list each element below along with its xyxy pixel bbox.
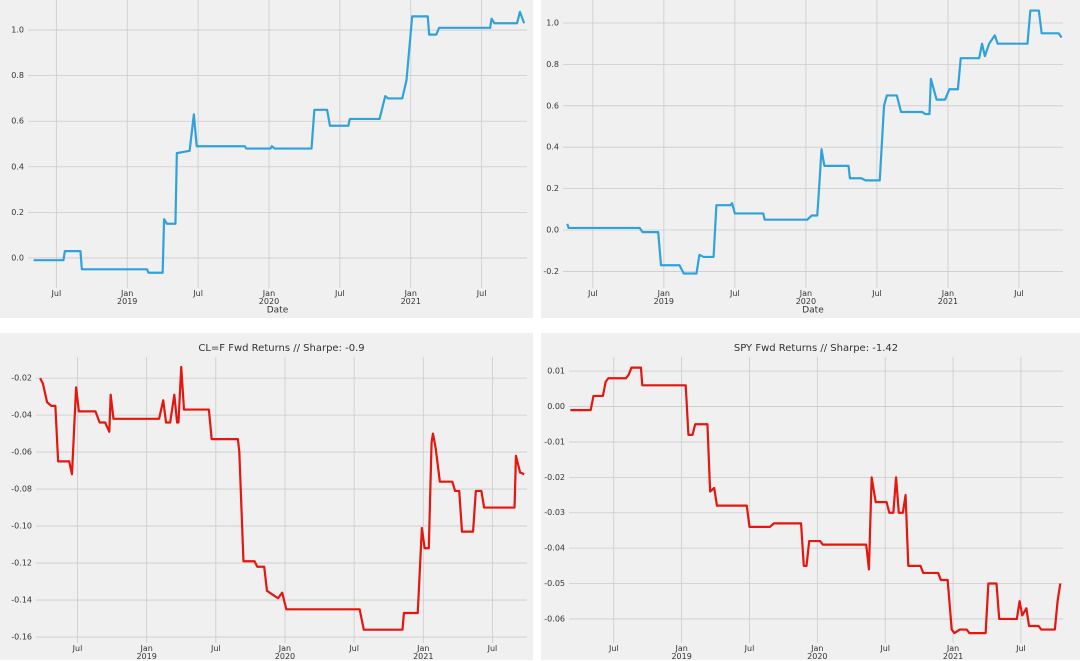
y-tick-label: -0.12 bbox=[11, 559, 32, 568]
x-tick-label: Jan 2019 bbox=[136, 644, 157, 661]
panel bbox=[541, 0, 1080, 318]
x-tick-label: Jan 2021 bbox=[413, 644, 434, 661]
y-tick-label: 0.00 bbox=[547, 402, 565, 411]
x-tick-label: Jul bbox=[608, 644, 619, 653]
x-tick-label: Jan 2020 bbox=[795, 289, 817, 306]
y-tick-label: -0.06 bbox=[11, 448, 32, 457]
x-tick-label: Jul bbox=[72, 644, 83, 653]
y-tick-label: -0.02 bbox=[544, 473, 565, 482]
y-tick-label: -0.01 bbox=[544, 437, 565, 446]
x-tick-label: Jan 2020 bbox=[807, 644, 828, 661]
x-tick-label: Jul bbox=[210, 644, 221, 653]
x-tick-label: Jul bbox=[193, 289, 203, 298]
y-tick-label: 0.6 bbox=[11, 117, 24, 126]
y-tick-label: -0.14 bbox=[11, 596, 32, 605]
y-tick-label: 0.8 bbox=[11, 71, 24, 80]
x-tick-label: Jul bbox=[730, 289, 740, 298]
x-tick-label: Jan 2021 bbox=[942, 644, 964, 661]
data-line bbox=[570, 366, 1062, 635]
chart-title: CL=F Fwd Returns // Sharpe: -0.9 bbox=[198, 343, 364, 354]
data-line bbox=[33, 10, 526, 274]
x-tick-label: Jul bbox=[476, 289, 487, 298]
y-tick-label: 0.2 bbox=[11, 208, 24, 217]
x-tick-label: Jan 2019 bbox=[671, 644, 692, 661]
y-tick-label: -0.16 bbox=[11, 633, 32, 642]
y-tick-label: -0.05 bbox=[544, 579, 565, 588]
y-tick-label: -0.2 bbox=[543, 267, 559, 276]
x-tick-label: Jul bbox=[51, 289, 62, 298]
x-tick-label: Jan 2019 bbox=[117, 289, 138, 306]
y-tick-label: 0.8 bbox=[546, 60, 559, 69]
x-tick-label: Jan 2019 bbox=[653, 289, 675, 306]
x-tick-label: Jul bbox=[1014, 289, 1024, 298]
data-line bbox=[566, 9, 1063, 275]
panel bbox=[0, 0, 533, 318]
y-tick-label: 0.01 bbox=[547, 367, 565, 376]
x-axis-label: Date bbox=[802, 306, 824, 316]
x-tick-label: Jul bbox=[1016, 644, 1026, 653]
y-tick-label: -0.02 bbox=[11, 374, 32, 383]
y-tick-label: 0.0 bbox=[546, 226, 559, 235]
x-tick-label: Jul bbox=[588, 289, 598, 298]
y-tick-label: -0.08 bbox=[11, 485, 32, 494]
x-tick-label: Jul bbox=[487, 644, 498, 653]
panel bbox=[0, 333, 533, 660]
y-tick-label: -0.04 bbox=[544, 544, 565, 553]
y-tick-label: -0.06 bbox=[544, 614, 565, 623]
x-tick-label: Jan 2020 bbox=[258, 289, 280, 306]
y-tick-label: 1.0 bbox=[11, 26, 24, 35]
panel bbox=[541, 333, 1080, 660]
chart-title: SPY Fwd Returns // Sharpe: -1.42 bbox=[734, 343, 898, 354]
data-line bbox=[39, 365, 525, 631]
y-tick-label: -0.10 bbox=[11, 522, 32, 531]
x-tick-label: Jan 2020 bbox=[274, 644, 296, 661]
y-tick-label: 1.0 bbox=[546, 18, 559, 27]
y-tick-label: 0.4 bbox=[546, 143, 559, 152]
x-axis-label: Date bbox=[267, 306, 289, 316]
x-tick-label: Jul bbox=[744, 644, 755, 653]
x-tick-label: Jul bbox=[880, 644, 891, 653]
x-tick-label: Jan 2021 bbox=[937, 289, 959, 306]
y-tick-label: 0.6 bbox=[546, 101, 559, 110]
y-tick-label: 0.0 bbox=[11, 253, 24, 262]
y-tick-label: -0.03 bbox=[544, 508, 565, 517]
x-tick-label: Jan 2021 bbox=[400, 289, 421, 306]
x-tick-label: Jul bbox=[335, 289, 345, 298]
x-tick-label: Jul bbox=[872, 289, 882, 298]
y-tick-label: 0.4 bbox=[11, 162, 24, 171]
y-tick-label: -0.04 bbox=[11, 411, 32, 420]
x-tick-label: Jul bbox=[349, 644, 359, 653]
y-tick-label: 0.2 bbox=[546, 184, 559, 193]
